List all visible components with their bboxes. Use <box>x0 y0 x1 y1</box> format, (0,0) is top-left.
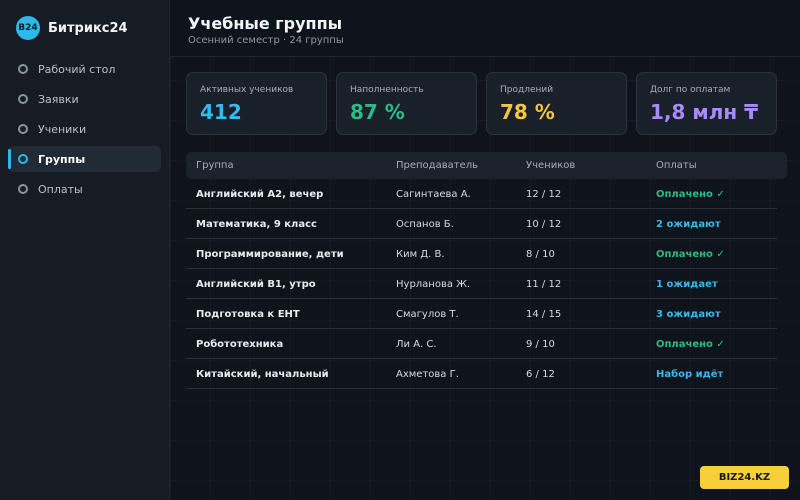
stat-label: Продлений <box>500 85 554 95</box>
stat-card-renewals: Продлений 78 % <box>486 72 627 135</box>
column-header-students[interactable]: Учеников <box>526 160 576 171</box>
stat-label: Наполненность <box>350 85 424 95</box>
students-count: 9 / 10 <box>526 339 555 350</box>
payment-status: Оплачено ✓ <box>656 189 725 200</box>
app-name: Битрикс24 <box>48 20 128 36</box>
main-content: Учебные группы Осенний семестр · 24 груп… <box>170 0 800 500</box>
teacher-name: Оспанов Б. <box>396 219 454 230</box>
group-name: Английский B1, утро <box>196 279 316 290</box>
sidebar-item-requests[interactable]: Заявки <box>8 86 161 112</box>
stat-card-occupancy: Наполненность 87 % <box>336 72 477 135</box>
circle-icon <box>18 184 28 194</box>
group-name: Математика, 9 класс <box>196 219 317 230</box>
circle-icon <box>18 154 28 164</box>
students-count: 11 / 12 <box>526 279 562 290</box>
teacher-name: Сагинтаева А. <box>396 189 471 200</box>
teacher-name: Ахметова Г. <box>396 369 459 380</box>
payment-status: Оплачено ✓ <box>656 339 725 350</box>
column-header-payments[interactable]: Оплаты <box>656 160 697 171</box>
page-title: Учебные группы <box>188 14 343 33</box>
payment-status: 2 ожидают <box>656 219 721 230</box>
stat-card-debt: Долг по оплатам 1,8 млн ₸ <box>636 72 777 135</box>
students-count: 14 / 15 <box>526 309 562 320</box>
group-name: Английский A2, вечер <box>196 189 324 200</box>
group-name: Китайский, начальный <box>196 369 329 380</box>
group-name: Робототехника <box>196 339 284 350</box>
table-row[interactable]: Программирование, дети Ким Д. В. 8 / 10 … <box>186 239 777 269</box>
teacher-name: Ким Д. В. <box>396 249 445 260</box>
payment-status: 3 ожидают <box>656 309 721 320</box>
students-count: 6 / 12 <box>526 369 555 380</box>
table-header: Группа Преподаватель Учеников Оплаты <box>186 152 787 179</box>
group-name: Подготовка к ЕНТ <box>196 309 300 320</box>
sidebar-item-desktop[interactable]: Рабочий стол <box>8 56 161 82</box>
groups-table: Группа Преподаватель Учеников Оплаты Анг… <box>186 152 787 389</box>
sidebar-item-label: Ученики <box>38 122 87 136</box>
stat-label: Активных учеников <box>200 85 294 95</box>
sidebar-item-groups[interactable]: Группы <box>8 146 161 172</box>
payment-status: Набор идёт <box>656 369 724 380</box>
app-logo[interactable]: B24 Битрикс24 <box>16 16 128 40</box>
teacher-name: Смагулов Т. <box>396 309 459 320</box>
column-header-teacher[interactable]: Преподаватель <box>396 160 479 171</box>
sidebar-nav: Рабочий стол Заявки Ученики Группы Оплат… <box>8 56 161 206</box>
students-count: 10 / 12 <box>526 219 562 230</box>
column-header-group[interactable]: Группа <box>196 160 234 171</box>
sidebar-item-label: Заявки <box>38 92 79 106</box>
sidebar-item-payments[interactable]: Оплаты <box>8 176 161 202</box>
stat-value: 412 <box>200 100 242 124</box>
sidebar: B24 Битрикс24 Рабочий стол Заявки Ученик… <box>0 0 170 500</box>
teacher-name: Ли А. С. <box>396 339 437 350</box>
table-row[interactable]: Английский A2, вечер Сагинтаева А. 12 / … <box>186 179 777 209</box>
brand-badge[interactable]: BIZ24.KZ <box>700 466 789 489</box>
sidebar-item-label: Группы <box>38 152 86 166</box>
stat-value: 87 % <box>350 100 405 124</box>
page-subtitle: Осенний семестр · 24 группы <box>188 35 344 46</box>
table-row[interactable]: Робототехника Ли А. С. 9 / 10 Оплачено ✓ <box>186 329 777 359</box>
stats-row: Активных учеников 412 Наполненность 87 %… <box>186 72 788 135</box>
logo-mark-icon: B24 <box>16 16 40 40</box>
table-row[interactable]: Подготовка к ЕНТ Смагулов Т. 14 / 15 3 о… <box>186 299 777 329</box>
table-row[interactable]: Математика, 9 класс Оспанов Б. 10 / 12 2… <box>186 209 777 239</box>
payment-status: 1 ожидает <box>656 279 718 290</box>
circle-icon <box>18 124 28 134</box>
group-name: Программирование, дети <box>196 249 344 260</box>
sidebar-item-label: Рабочий стол <box>38 62 116 76</box>
circle-icon <box>18 94 28 104</box>
stat-label: Долг по оплатам <box>650 85 731 95</box>
sidebar-item-students[interactable]: Ученики <box>8 116 161 142</box>
page-header: Учебные группы Осенний семестр · 24 груп… <box>170 0 800 57</box>
sidebar-item-label: Оплаты <box>38 182 83 196</box>
circle-icon <box>18 64 28 74</box>
stat-value: 1,8 млн ₸ <box>650 100 759 124</box>
students-count: 8 / 10 <box>526 249 555 260</box>
students-count: 12 / 12 <box>526 189 562 200</box>
table-row[interactable]: Английский B1, утро Нурланова Ж. 11 / 12… <box>186 269 777 299</box>
teacher-name: Нурланова Ж. <box>396 279 471 290</box>
table-row[interactable]: Китайский, начальный Ахметова Г. 6 / 12 … <box>186 359 777 389</box>
payment-status: Оплачено ✓ <box>656 249 725 260</box>
stat-value: 78 % <box>500 100 555 124</box>
stat-card-active-students: Активных учеников 412 <box>186 72 327 135</box>
